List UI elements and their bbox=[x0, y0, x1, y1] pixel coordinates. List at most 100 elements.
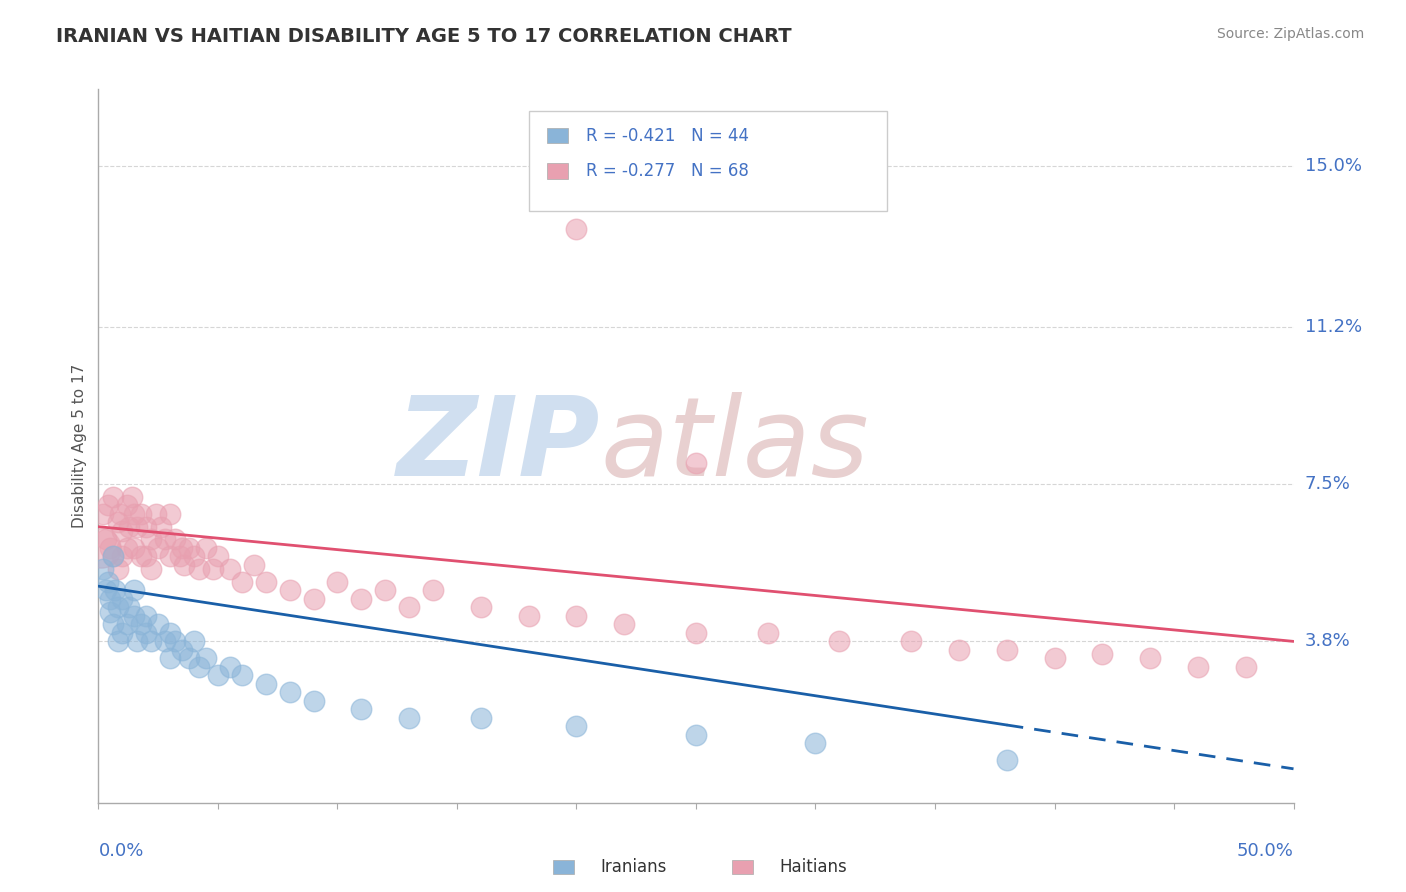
Point bbox=[995, 753, 1018, 767]
Point bbox=[101, 549, 124, 564]
Point bbox=[90, 541, 112, 555]
Point bbox=[159, 626, 181, 640]
Point bbox=[1091, 647, 1114, 661]
Point bbox=[111, 626, 134, 640]
Point bbox=[124, 583, 146, 598]
Point bbox=[163, 533, 186, 547]
Point bbox=[398, 600, 420, 615]
Text: IRANIAN VS HAITIAN DISABILITY AGE 5 TO 17 CORRELATION CHART: IRANIAN VS HAITIAN DISABILITY AGE 5 TO 1… bbox=[56, 27, 792, 45]
Point bbox=[1043, 651, 1066, 665]
Point bbox=[124, 507, 146, 521]
Point bbox=[111, 524, 134, 538]
Point bbox=[159, 651, 181, 665]
Text: R = -0.277   N = 68: R = -0.277 N = 68 bbox=[586, 162, 749, 180]
Text: ZIP: ZIP bbox=[396, 392, 600, 500]
Point bbox=[278, 583, 301, 598]
Point bbox=[202, 562, 225, 576]
Point bbox=[1234, 660, 1257, 674]
Point bbox=[565, 719, 588, 733]
Point bbox=[104, 583, 127, 598]
Point bbox=[183, 549, 205, 564]
Point bbox=[243, 558, 266, 572]
Point bbox=[107, 600, 129, 615]
Point bbox=[94, 583, 117, 598]
Point bbox=[1187, 660, 1209, 674]
Point bbox=[828, 634, 851, 648]
Point bbox=[124, 541, 146, 555]
Point bbox=[139, 634, 162, 648]
Point bbox=[98, 541, 122, 555]
Text: 15.0%: 15.0% bbox=[1305, 157, 1361, 175]
Point bbox=[219, 660, 242, 674]
Point bbox=[97, 574, 120, 589]
Point bbox=[155, 533, 177, 547]
Point bbox=[194, 541, 217, 555]
Point bbox=[125, 634, 148, 648]
Point bbox=[350, 591, 373, 606]
Point bbox=[685, 626, 707, 640]
Point bbox=[107, 516, 129, 530]
Point bbox=[179, 541, 201, 555]
Point bbox=[278, 685, 301, 699]
Point bbox=[172, 541, 194, 555]
Point bbox=[115, 499, 138, 513]
Text: R = -0.421   N = 44: R = -0.421 N = 44 bbox=[586, 127, 749, 145]
Point bbox=[101, 490, 124, 504]
Point bbox=[108, 507, 131, 521]
Point bbox=[148, 541, 170, 555]
Text: Source: ZipAtlas.com: Source: ZipAtlas.com bbox=[1216, 27, 1364, 41]
Point bbox=[148, 617, 170, 632]
Point bbox=[101, 549, 124, 564]
FancyBboxPatch shape bbox=[553, 860, 574, 874]
Point bbox=[131, 617, 153, 632]
Point bbox=[804, 736, 827, 750]
Point bbox=[121, 490, 143, 504]
Point bbox=[101, 617, 124, 632]
Text: Haitians: Haitians bbox=[779, 858, 848, 876]
Point bbox=[187, 660, 209, 674]
Point bbox=[163, 634, 186, 648]
Point bbox=[685, 728, 707, 742]
Text: atlas: atlas bbox=[600, 392, 869, 500]
Point bbox=[172, 643, 194, 657]
Point bbox=[470, 600, 492, 615]
FancyBboxPatch shape bbox=[547, 163, 568, 179]
Point bbox=[470, 711, 492, 725]
Point bbox=[207, 668, 229, 682]
Point bbox=[98, 605, 122, 619]
Point bbox=[173, 558, 195, 572]
Point bbox=[131, 549, 153, 564]
Point bbox=[111, 591, 134, 606]
Point bbox=[231, 668, 253, 682]
Point bbox=[326, 574, 349, 589]
Point bbox=[398, 711, 420, 725]
Point bbox=[91, 562, 114, 576]
FancyBboxPatch shape bbox=[547, 128, 568, 144]
Point bbox=[179, 651, 201, 665]
Point bbox=[135, 608, 157, 623]
Point bbox=[565, 222, 588, 236]
Point bbox=[900, 634, 922, 648]
Point bbox=[159, 507, 181, 521]
Point bbox=[115, 617, 138, 632]
Point bbox=[159, 549, 181, 564]
FancyBboxPatch shape bbox=[529, 111, 887, 211]
Text: 0.0%: 0.0% bbox=[98, 842, 143, 860]
Point bbox=[1139, 651, 1161, 665]
Point bbox=[194, 651, 217, 665]
Text: 3.8%: 3.8% bbox=[1305, 632, 1350, 650]
Point bbox=[422, 583, 444, 598]
Point bbox=[118, 600, 141, 615]
Point bbox=[125, 519, 148, 533]
Point bbox=[995, 643, 1018, 657]
Point bbox=[118, 519, 141, 533]
Point bbox=[231, 574, 253, 589]
Point bbox=[169, 549, 191, 564]
Point bbox=[111, 549, 134, 564]
Point bbox=[350, 702, 373, 716]
Point bbox=[219, 562, 242, 576]
Point bbox=[135, 519, 157, 533]
Point bbox=[124, 608, 146, 623]
Text: 11.2%: 11.2% bbox=[1305, 318, 1362, 336]
Point bbox=[145, 507, 167, 521]
